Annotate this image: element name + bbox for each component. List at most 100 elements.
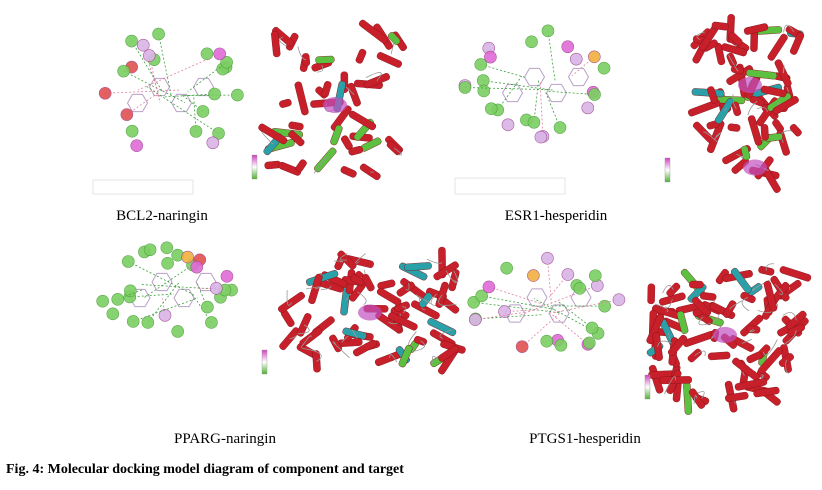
loop bbox=[409, 340, 426, 353]
panel-label: PTGS1-hesperidin bbox=[529, 431, 641, 447]
residue bbox=[125, 34, 138, 48]
protein-ribbon bbox=[278, 246, 466, 375]
residue bbox=[158, 309, 172, 322]
residue bbox=[189, 125, 203, 138]
loop bbox=[415, 294, 431, 304]
interaction-diagram bbox=[96, 241, 238, 338]
loop bbox=[655, 303, 669, 313]
helix bbox=[438, 345, 460, 362]
helix bbox=[358, 19, 389, 44]
loop bbox=[694, 350, 706, 357]
helix bbox=[746, 351, 763, 364]
residue bbox=[208, 87, 221, 101]
loop bbox=[781, 130, 794, 143]
helix bbox=[725, 391, 749, 402]
color-scale bbox=[251, 154, 258, 180]
residue bbox=[585, 321, 599, 335]
loop bbox=[785, 359, 789, 374]
residue bbox=[117, 64, 130, 78]
residue bbox=[534, 130, 548, 144]
loop bbox=[724, 107, 728, 112]
loop bbox=[405, 282, 410, 291]
helix bbox=[667, 334, 688, 357]
helix bbox=[689, 280, 704, 289]
ligand-site bbox=[713, 327, 737, 343]
helix bbox=[278, 161, 302, 176]
residue bbox=[205, 316, 218, 329]
helix bbox=[355, 48, 367, 64]
loop bbox=[696, 31, 705, 41]
ligand-site bbox=[358, 304, 382, 321]
loop bbox=[741, 339, 752, 344]
residue bbox=[181, 250, 194, 264]
color-scale bbox=[644, 374, 651, 400]
helix bbox=[721, 43, 748, 57]
loop bbox=[664, 376, 676, 395]
residue bbox=[484, 50, 497, 64]
loop bbox=[439, 329, 453, 339]
loop bbox=[389, 354, 398, 363]
loop bbox=[316, 65, 324, 73]
protein-ribbon bbox=[687, 14, 805, 156]
helix bbox=[790, 32, 805, 55]
ligand-ring bbox=[523, 67, 546, 87]
loop bbox=[703, 131, 718, 143]
residue bbox=[484, 102, 498, 115]
interaction-line bbox=[497, 75, 523, 111]
residue bbox=[96, 294, 109, 308]
helix bbox=[647, 283, 656, 305]
interaction-line bbox=[158, 34, 172, 96]
helix bbox=[711, 21, 729, 31]
helix bbox=[387, 312, 418, 331]
residue bbox=[200, 47, 214, 61]
ligand-ring bbox=[548, 304, 570, 323]
loop bbox=[352, 329, 358, 339]
helix bbox=[740, 145, 751, 161]
residue bbox=[561, 40, 575, 54]
residue bbox=[554, 338, 568, 352]
residue bbox=[111, 293, 125, 306]
loop bbox=[438, 294, 457, 306]
helix bbox=[727, 123, 741, 132]
helix bbox=[707, 351, 731, 361]
loop bbox=[696, 391, 705, 400]
residue bbox=[136, 38, 150, 52]
residue bbox=[469, 313, 482, 326]
residue bbox=[612, 293, 626, 307]
loop bbox=[762, 339, 778, 356]
helix bbox=[789, 124, 802, 137]
helix bbox=[377, 279, 396, 290]
helix bbox=[676, 310, 689, 334]
residue bbox=[500, 261, 513, 275]
helix bbox=[767, 33, 788, 61]
residue bbox=[527, 269, 540, 282]
figure bbox=[92, 14, 812, 415]
ligand-ring bbox=[126, 93, 149, 113]
helix bbox=[376, 52, 402, 68]
helix bbox=[330, 105, 352, 132]
interaction-line bbox=[481, 295, 555, 310]
residue bbox=[190, 260, 204, 274]
residue bbox=[573, 281, 587, 295]
residue bbox=[598, 299, 611, 313]
panel-label: BCL2-naringin bbox=[116, 208, 208, 224]
interaction-line bbox=[141, 284, 232, 291]
interaction-line bbox=[480, 64, 526, 78]
interaction-line bbox=[539, 80, 544, 137]
helix bbox=[321, 81, 332, 98]
loop bbox=[286, 290, 292, 306]
residue bbox=[525, 35, 538, 49]
residue bbox=[152, 27, 165, 41]
residue bbox=[515, 340, 529, 353]
helix bbox=[315, 55, 335, 64]
interaction-line bbox=[161, 298, 166, 316]
helix bbox=[687, 99, 721, 117]
residue bbox=[597, 61, 611, 75]
loop bbox=[339, 253, 348, 261]
helix bbox=[772, 96, 799, 115]
helix bbox=[361, 274, 375, 292]
interaction-line bbox=[148, 55, 161, 103]
loop bbox=[345, 86, 355, 95]
helix bbox=[387, 32, 401, 45]
residue bbox=[125, 124, 139, 138]
